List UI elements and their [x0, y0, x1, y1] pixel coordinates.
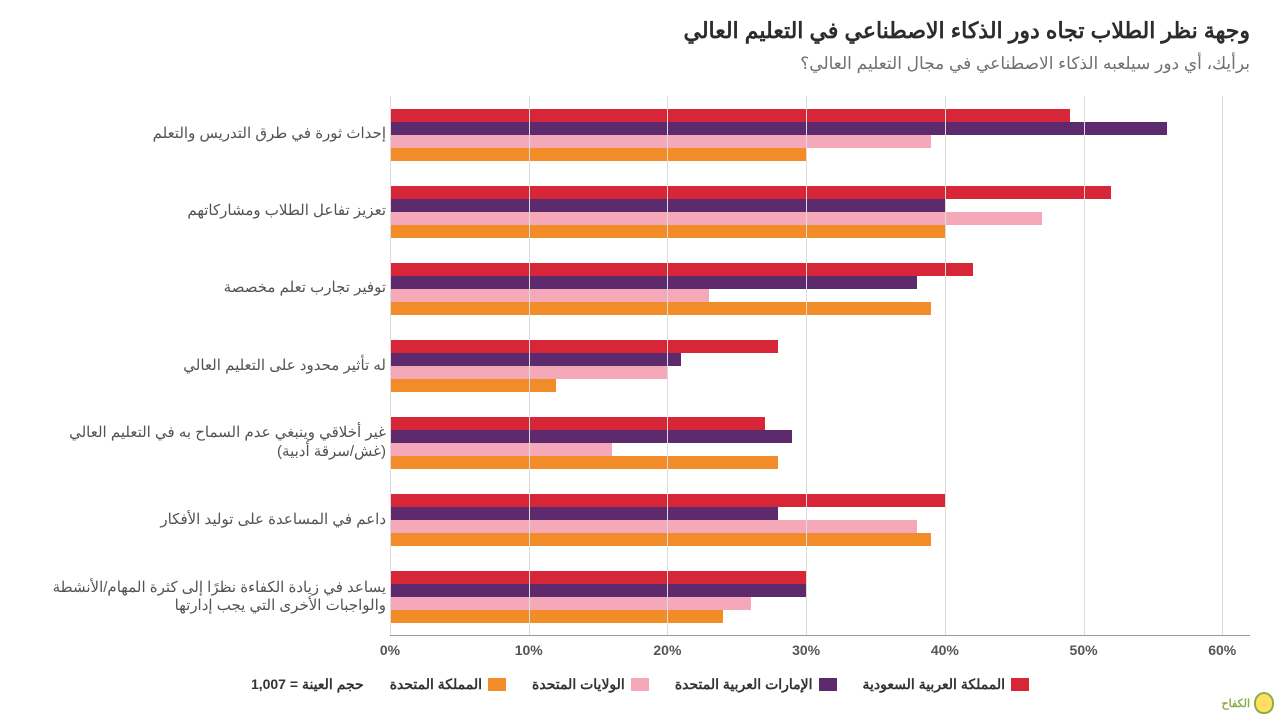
chart-title: وجهة نظر الطلاب تجاه دور الذكاء الاصطناع… — [30, 18, 1250, 44]
legend-item: المملكة المتحدة — [390, 676, 506, 693]
category-label: يساعد في زيادة الكفاءة نظرًا إلى كثرة ال… — [30, 559, 390, 636]
bar — [390, 520, 917, 533]
legend: المملكة العربية السعودية الإمارات العربية… — [30, 676, 1250, 693]
category-label: غير أخلاقي وينبغي عدم السماح به في التعل… — [30, 405, 390, 482]
bar — [390, 443, 612, 456]
watermark-text: الكفاح — [1222, 697, 1251, 710]
sample-size: حجم العينة = 1,007 — [251, 676, 364, 693]
bar — [390, 456, 778, 469]
x-tick: 50% — [1070, 642, 1098, 658]
gridline — [1084, 96, 1085, 635]
legend-item: الولايات المتحدة — [532, 676, 649, 693]
bar — [390, 507, 778, 520]
x-tick: 20% — [653, 642, 681, 658]
x-tick: 10% — [515, 642, 543, 658]
bar — [390, 186, 1111, 199]
bar — [390, 263, 973, 276]
bar — [390, 340, 778, 353]
x-axis-ticks: 0%10%20%30%40%50%60% — [390, 640, 1250, 662]
legend-swatch — [631, 678, 649, 691]
gridline — [1222, 96, 1223, 635]
legend-item: المملكة العربية السعودية — [863, 676, 1030, 693]
legend-label: المملكة المتحدة — [390, 676, 482, 693]
bar — [390, 353, 681, 366]
bar-group — [390, 404, 1250, 481]
chart-subtitle: برأيك، أي دور سيلعبه الذكاء الاصطناعي في… — [30, 54, 1250, 74]
bar — [390, 289, 709, 302]
gridline — [945, 96, 946, 635]
legend-label: الولايات المتحدة — [532, 676, 625, 693]
bar — [390, 533, 931, 546]
legend-item: الإمارات العربية المتحدة — [675, 676, 837, 693]
bar — [390, 597, 751, 610]
category-label: إحداث ثورة في طرق التدريس والتعلم — [30, 96, 390, 173]
bar — [390, 135, 931, 148]
x-axis: 0% 10% 20% 30% 40% 50% 60% — [30, 640, 1250, 662]
bar — [390, 417, 765, 430]
plot-area — [390, 96, 1250, 636]
legend-swatch — [488, 678, 506, 691]
category-label: له تأثير محدود على التعليم العالي — [30, 327, 390, 404]
category-label: تعزيز تفاعل الطلاب ومشاركاتهم — [30, 173, 390, 250]
x-tick: 30% — [792, 642, 820, 658]
gridline — [390, 96, 391, 635]
legend-swatch — [819, 678, 837, 691]
x-tick: 40% — [931, 642, 959, 658]
bar — [390, 584, 806, 597]
bar-group — [390, 327, 1250, 404]
category-label: توفير تجارب تعلم مخصصة — [30, 250, 390, 327]
watermark: الكفاح — [1222, 692, 1275, 714]
legend-label: الإمارات العربية المتحدة — [675, 676, 813, 693]
bar — [390, 148, 806, 161]
y-axis-labels: إحداث ثورة في طرق التدريس والتعلمتعزيز ت… — [30, 96, 390, 636]
bar-group — [390, 250, 1250, 327]
x-tick: 0% — [380, 642, 400, 658]
bar — [390, 276, 917, 289]
bar — [390, 302, 931, 315]
bar-group — [390, 173, 1250, 250]
bulb-icon — [1254, 692, 1274, 714]
bar-group — [390, 481, 1250, 558]
category-label: داعم في المساعدة على توليد الأفكار — [30, 482, 390, 559]
x-tick: 60% — [1208, 642, 1236, 658]
bar-group — [390, 96, 1250, 173]
gridline — [667, 96, 668, 635]
legend-label: المملكة العربية السعودية — [863, 676, 1006, 693]
chart-area: إحداث ثورة في طرق التدريس والتعلمتعزيز ت… — [30, 96, 1250, 636]
bar-groups — [390, 96, 1250, 635]
bar — [390, 430, 792, 443]
bar — [390, 109, 1070, 122]
gridline — [806, 96, 807, 635]
gridline — [529, 96, 530, 635]
bar — [390, 571, 806, 584]
bar-group — [390, 558, 1250, 635]
bar — [390, 610, 723, 623]
legend-swatch — [1011, 678, 1029, 691]
bar — [390, 122, 1167, 135]
bar — [390, 379, 556, 392]
